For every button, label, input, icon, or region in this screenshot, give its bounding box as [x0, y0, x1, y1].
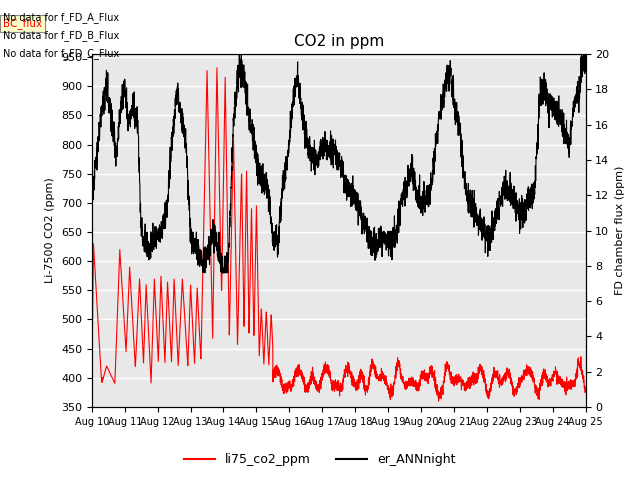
Legend: li75_co2_ppm, er_ANNnight: li75_co2_ppm, er_ANNnight — [179, 448, 461, 471]
Y-axis label: FD chamber flux (ppm): FD chamber flux (ppm) — [615, 166, 625, 295]
Text: No data for f_FD_C_Flux: No data for f_FD_C_Flux — [3, 48, 120, 60]
Title: CO2 in ppm: CO2 in ppm — [294, 34, 384, 49]
Y-axis label: Li-7500 CO2 (ppm): Li-7500 CO2 (ppm) — [45, 178, 56, 283]
Text: No data for f_FD_A_Flux: No data for f_FD_A_Flux — [3, 12, 119, 23]
Text: BC_flux: BC_flux — [3, 18, 42, 29]
Text: No data for f_FD_B_Flux: No data for f_FD_B_Flux — [3, 30, 120, 41]
